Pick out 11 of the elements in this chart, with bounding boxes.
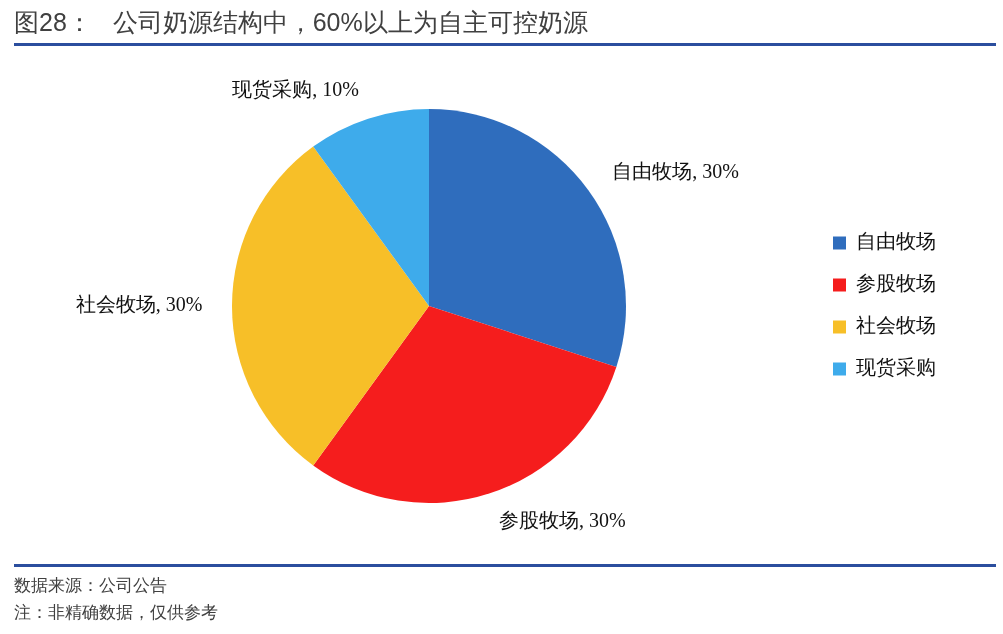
source-note: 数据来源：公司公告 <box>14 575 168 597</box>
legend-label: 参股牧场 <box>856 272 936 295</box>
text: 注：非精确数据，仅供参考 <box>14 602 218 624</box>
legend-label: 自由牧场 <box>856 230 936 253</box>
data-label: 自由牧场, 30% <box>612 160 739 183</box>
legend-label: 现货采购 <box>856 356 936 379</box>
data-label: 现货采购, 10% <box>232 77 359 100</box>
data-label: 社会牧场, 30% <box>75 293 203 316</box>
data-label: 参股牧场, 30% <box>499 508 626 531</box>
chart-title: 图28： 公司奶源结构中，60%以上为自主可控奶源 <box>14 7 588 37</box>
legend-label: 社会牧场 <box>856 314 936 337</box>
